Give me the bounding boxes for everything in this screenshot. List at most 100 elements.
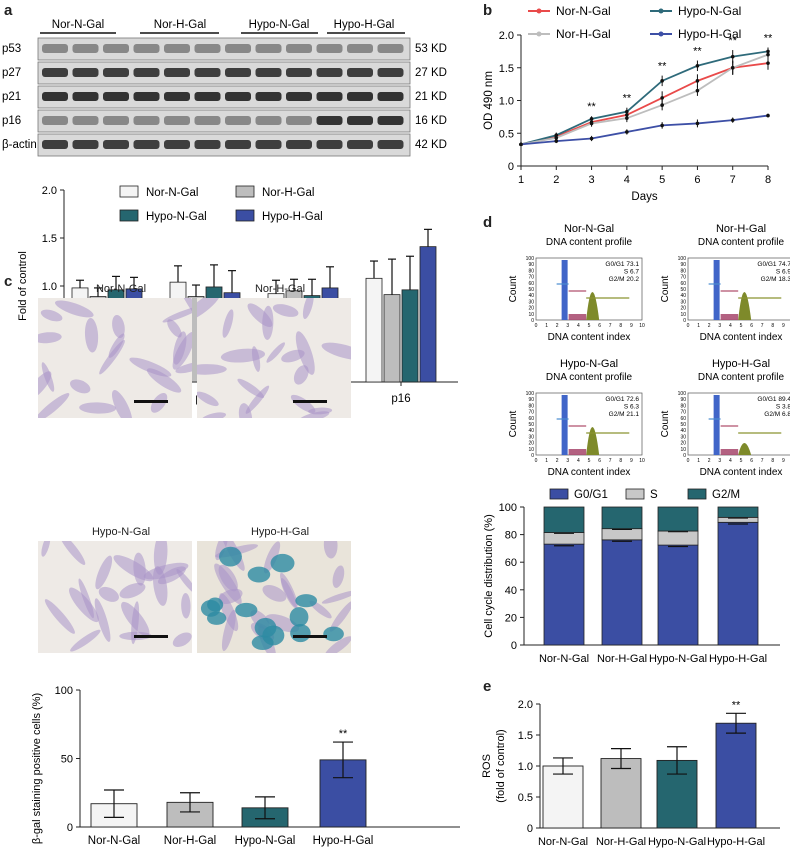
significance-mark: ** xyxy=(693,46,702,58)
blot-band xyxy=(347,68,373,77)
blot-size-label: 27 KD xyxy=(415,67,447,79)
y-tick-label: 1.0 xyxy=(499,96,514,108)
chart-d-cell-cycle: 0 20 40 60 80 100 Cell cycle distribution (%) N… xyxy=(483,488,780,665)
cell xyxy=(265,614,300,633)
legend-label: S xyxy=(650,489,658,501)
blot-band xyxy=(377,68,404,77)
flow-x-label: DNA content index xyxy=(548,332,631,343)
flow-x-tick: 9 xyxy=(782,323,785,329)
s-phase xyxy=(720,314,739,320)
panel-label-c: c xyxy=(4,273,13,290)
cell xyxy=(79,402,117,414)
blot-band xyxy=(255,92,282,101)
flow-x-tick: 0 xyxy=(687,458,690,464)
flow-x-tick: 9 xyxy=(630,458,633,464)
blot-size-label: 16 KD xyxy=(415,115,447,127)
significance-mark: ** xyxy=(732,699,741,711)
flow-x-tick: 3 xyxy=(718,323,721,329)
flow-x-tick: 7 xyxy=(761,323,764,329)
blot-band xyxy=(133,116,160,125)
legend-label: Hypo-N-Gal xyxy=(678,4,741,18)
y-tick-label: 1.0 xyxy=(518,761,533,773)
flow-plot-area xyxy=(687,392,790,456)
flow-y-tick: 10 xyxy=(680,447,686,453)
blot-band xyxy=(347,116,373,125)
legend-swatch xyxy=(119,185,139,198)
legend-marker xyxy=(536,31,542,37)
stained-cell xyxy=(289,607,309,627)
chart-e-ros: 0 0.5 1.0 1.5 2.0 ROS (fold of control) Nor-N-G… xyxy=(481,699,780,848)
stacked-segment xyxy=(601,506,643,530)
cell xyxy=(175,362,192,374)
flow-plot-area xyxy=(687,257,790,321)
stained-cell xyxy=(295,594,318,608)
blot-protein-label: p27 xyxy=(2,67,21,79)
flow-x-tick: 5 xyxy=(740,458,743,464)
flow-stat: S 3.8 xyxy=(776,404,790,411)
flow-stat: G2/M 6.8 xyxy=(764,411,790,418)
stained-cell xyxy=(219,546,242,567)
series-line xyxy=(520,62,769,146)
x-tick-label: Hypo-N-Gal xyxy=(649,653,707,665)
flow-subtitle: DNA content profile xyxy=(698,372,785,383)
data-point xyxy=(625,109,629,114)
flow-x-label: DNA content index xyxy=(548,467,631,478)
series-line xyxy=(520,50,769,146)
series-line xyxy=(520,53,769,146)
bar xyxy=(419,246,437,383)
significance-mark: ** xyxy=(587,101,596,113)
flow-y-tick: 80 xyxy=(528,268,534,274)
flow-y-tick: 60 xyxy=(528,281,534,287)
y-axis-label: β-gal staining positive cells (%) xyxy=(31,693,43,844)
blot-band xyxy=(72,92,99,101)
blot-protein-label: β-actin xyxy=(2,139,37,151)
stacked-segment xyxy=(543,506,585,533)
flow-x-tick: 8 xyxy=(771,323,774,329)
blot-strip xyxy=(37,85,411,109)
flow-x-tick: 8 xyxy=(771,458,774,464)
y-axis-label: Fold of control xyxy=(17,251,29,321)
flow-y-tick: 70 xyxy=(680,275,686,281)
blot-band xyxy=(316,68,343,77)
scale-bar xyxy=(293,635,327,638)
y-tick-label: 0 xyxy=(508,161,514,173)
flow-stat: G0/G1 89.4 xyxy=(757,396,790,403)
flow-x-tick: 1 xyxy=(697,323,700,329)
legend-label: Hypo-N-Gal xyxy=(146,211,207,223)
blot-band xyxy=(255,68,282,77)
stacked-segment xyxy=(657,544,699,646)
flow-y-tick: 50 xyxy=(680,422,686,428)
stacked-segment xyxy=(543,532,585,545)
stacked-segment xyxy=(657,506,699,532)
data-point xyxy=(766,52,770,57)
y-tick-label: 100 xyxy=(55,685,73,697)
x-tick-label: Nor-N-Gal xyxy=(539,653,589,665)
flow-y-tick: 60 xyxy=(680,281,686,287)
cell xyxy=(152,566,168,606)
blot-band xyxy=(377,44,404,53)
blot-band xyxy=(103,44,129,53)
flow-x-tick: 9 xyxy=(630,323,633,329)
cell xyxy=(172,632,192,648)
blot-band xyxy=(133,44,160,53)
flow-stat: S 6.9 xyxy=(776,269,790,276)
flow-y-tick: 50 xyxy=(528,287,534,293)
cell xyxy=(40,309,63,322)
cell xyxy=(251,346,261,372)
flow-y-tick: 20 xyxy=(528,441,534,447)
legend-label: Hypo-H-Gal xyxy=(678,27,741,41)
flow-x-tick: 2 xyxy=(708,323,711,329)
flow-y-tick: 60 xyxy=(680,416,686,422)
cell xyxy=(247,303,273,328)
flow-y-tick: 30 xyxy=(680,434,686,440)
y-axis-label: ROS xyxy=(481,754,493,778)
blot-header-label: Nor-H-Gal xyxy=(154,19,206,31)
legend-swatch xyxy=(625,488,645,500)
cell xyxy=(293,365,309,385)
y-tick-label: 1.0 xyxy=(42,281,57,293)
x-tick-label: 3 xyxy=(589,174,595,186)
flow-x-tick: 6 xyxy=(598,323,601,329)
flow-stat: S 6.7 xyxy=(624,269,640,276)
legend-label: Nor-H-Gal xyxy=(262,187,314,199)
cell xyxy=(262,585,287,602)
